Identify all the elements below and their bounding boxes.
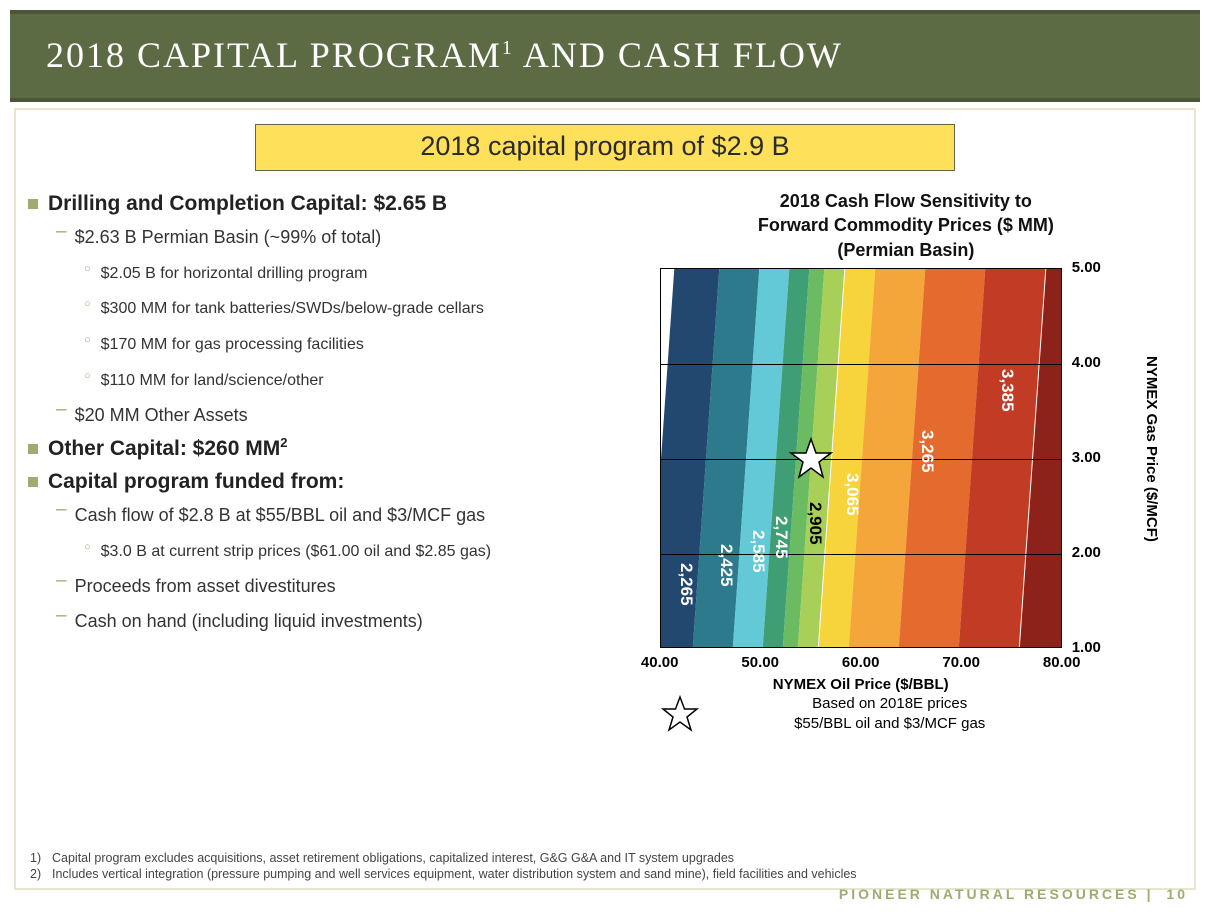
contour-label: 2,585 xyxy=(748,530,768,573)
bullet-3a: –Cash flow of $2.8 B at $55/BBL oil and … xyxy=(56,499,622,532)
bullet-2: Other Capital: $260 MM2 xyxy=(28,434,622,464)
footnote-2: 2)Includes vertical integration (pressur… xyxy=(30,866,857,882)
circle-icon: ○ xyxy=(84,541,91,569)
circle-icon: ○ xyxy=(84,334,91,362)
banner: 2018 capital program of $2.9 B xyxy=(255,124,955,171)
bullet-3: Capital program funded from: xyxy=(28,467,622,497)
x-tick-label: 70.00 xyxy=(942,654,980,671)
title-pre: 2018 CAPITAL PROGRAM xyxy=(46,35,502,75)
brand-text: PIONEER NATURAL RESOURCES xyxy=(839,886,1140,902)
bullet-1a2-text: $300 MM for tank batteries/SWDs/below-gr… xyxy=(101,292,484,326)
y-tick-label: 1.00 xyxy=(1072,639,1101,656)
bullet-2-main: Other Capital: $260 MM xyxy=(48,437,280,460)
x-tick-label: 50.00 xyxy=(741,654,779,671)
dash-icon: – xyxy=(56,499,67,532)
contour-label: 3,265 xyxy=(917,430,937,473)
title-bar: 2018 CAPITAL PROGRAM1 AND CASH FLOW xyxy=(10,10,1200,102)
footer-brand: PIONEER NATURAL RESOURCES | 10 xyxy=(839,886,1188,902)
y-axis-label: NYMEX Gas Price ($/MCF) xyxy=(1143,356,1160,542)
chart-title: 2018 Cash Flow Sensitivity to Forward Co… xyxy=(630,189,1182,262)
star-outline-icon xyxy=(660,694,700,734)
bullet-1a3: ○ $170 MM for gas processing facilities xyxy=(84,328,622,362)
page-number: 10 xyxy=(1166,886,1188,902)
bullet-1a1: ○ $2.05 B for horizontal drilling program xyxy=(84,257,622,291)
y-tick-label: 4.00 xyxy=(1072,354,1101,371)
bullet-2-sup: 2 xyxy=(280,435,287,450)
bullet-1a4: ○ $110 MM for land/science/other xyxy=(84,364,622,398)
legend-text: Based on 2018E prices $55/BBL oil and $3… xyxy=(700,694,1080,733)
contour-label: 3,065 xyxy=(842,473,862,516)
grid-line xyxy=(661,459,1061,460)
chart-title-l3: (Permian Basin) xyxy=(837,240,974,260)
bullet-1: Drilling and Completion Capital: $2.65 B xyxy=(28,189,622,219)
bullet-1b-text: $20 MM Other Assets xyxy=(75,399,248,432)
circle-icon: ○ xyxy=(84,370,91,398)
bullet-3c: –Cash on hand (including liquid investme… xyxy=(56,605,622,638)
fn1-text: Capital program excludes acquisitions, a… xyxy=(52,850,734,866)
bullet-1b: –$20 MM Other Assets xyxy=(56,399,622,432)
circle-icon: ○ xyxy=(84,263,91,291)
bullet-3b-text: Proceeds from asset divestitures xyxy=(75,570,336,603)
plot-area: 2,265 2,425 2,5852,745 2,905 3,065 3,265 3,385 xyxy=(660,268,1062,648)
bullet-3b: –Proceeds from asset divestitures xyxy=(56,570,622,603)
circle-icon: ○ xyxy=(84,298,91,326)
reference-star-icon xyxy=(789,437,833,486)
chart-title-l2: Forward Commodity Prices ($ MM) xyxy=(758,215,1054,235)
bullet-1a1-text: $2.05 B for horizontal drilling program xyxy=(101,257,368,291)
bullet-square-icon xyxy=(28,199,38,209)
title-sup: 1 xyxy=(502,37,514,59)
brand-sep: | xyxy=(1147,886,1161,902)
legend-l2: $55/BBL oil and $3/MCF gas xyxy=(794,715,985,732)
contour-label: 2,905 xyxy=(805,502,825,545)
chart: 2,265 2,425 2,5852,745 2,905 3,065 3,265 3,385… xyxy=(630,268,1170,728)
bullet-1a-text: $2.63 B Permian Basin (~99% of total) xyxy=(75,221,382,254)
contour-label: 2,745 xyxy=(771,516,791,559)
page-title: 2018 CAPITAL PROGRAM1 AND CASH FLOW xyxy=(46,34,1164,76)
chart-legend: Based on 2018E prices $55/BBL oil and $3… xyxy=(660,694,1080,734)
grid-line xyxy=(661,364,1061,365)
bullet-3c-text: Cash on hand (including liquid investmen… xyxy=(75,605,423,638)
bullet-1-text: Drilling and Completion Capital: $2.65 B xyxy=(48,189,447,219)
bullet-1a3-text: $170 MM for gas processing facilities xyxy=(101,328,364,362)
x-tick-label: 80.00 xyxy=(1043,654,1081,671)
chart-title-l1: 2018 Cash Flow Sensitivity to xyxy=(780,191,1032,211)
bullet-square-icon xyxy=(28,477,38,487)
y-tick-label: 2.00 xyxy=(1072,544,1101,561)
x-tick-label: 40.00 xyxy=(641,654,679,671)
contour-label: 2,425 xyxy=(716,544,736,587)
bullet-2-text: Other Capital: $260 MM2 xyxy=(48,434,287,464)
x-axis-label: NYMEX Oil Price ($/BBL) xyxy=(660,676,1062,693)
legend-l1: Based on 2018E prices xyxy=(812,695,967,712)
right-column: 2018 Cash Flow Sensitivity to Forward Co… xyxy=(630,189,1182,728)
left-column: Drilling and Completion Capital: $2.65 B… xyxy=(28,189,630,728)
bullet-square-icon xyxy=(28,444,38,454)
bullet-3a1-text: $3.0 B at current strip prices ($61.00 o… xyxy=(101,535,491,569)
dash-icon: – xyxy=(56,570,67,603)
x-tick-label: 60.00 xyxy=(842,654,880,671)
fn1-num: 1) xyxy=(30,850,52,866)
dash-icon: – xyxy=(56,221,67,254)
title-post: AND CASH FLOW xyxy=(514,35,843,75)
bullet-1a4-text: $110 MM for land/science/other xyxy=(101,364,324,398)
y-tick-label: 5.00 xyxy=(1072,259,1101,276)
bullet-3a-text: Cash flow of $2.8 B at $55/BBL oil and $… xyxy=(75,499,486,532)
fn2-num: 2) xyxy=(30,866,52,882)
bullet-1a: –$2.63 B Permian Basin (~99% of total) xyxy=(56,221,622,254)
footnote-1: 1)Capital program excludes acquisitions,… xyxy=(30,850,857,866)
footnotes: 1)Capital program excludes acquisitions,… xyxy=(30,850,857,883)
columns: Drilling and Completion Capital: $2.65 B… xyxy=(28,189,1182,728)
bullet-3-text: Capital program funded from: xyxy=(48,467,344,497)
dash-icon: – xyxy=(56,399,67,432)
fn2-text: Includes vertical integration (pressure … xyxy=(52,866,857,882)
dash-icon: – xyxy=(56,605,67,638)
bullet-1a2: ○ $300 MM for tank batteries/SWDs/below-g… xyxy=(84,292,622,326)
contour-label: 3,385 xyxy=(997,369,1017,412)
contour-label: 2,265 xyxy=(676,563,696,606)
content-frame: 2018 capital program of $2.9 B Drilling … xyxy=(14,108,1196,890)
bullet-3a1: ○ $3.0 B at current strip prices ($61.00 … xyxy=(84,535,622,569)
y-tick-label: 3.00 xyxy=(1072,449,1101,466)
